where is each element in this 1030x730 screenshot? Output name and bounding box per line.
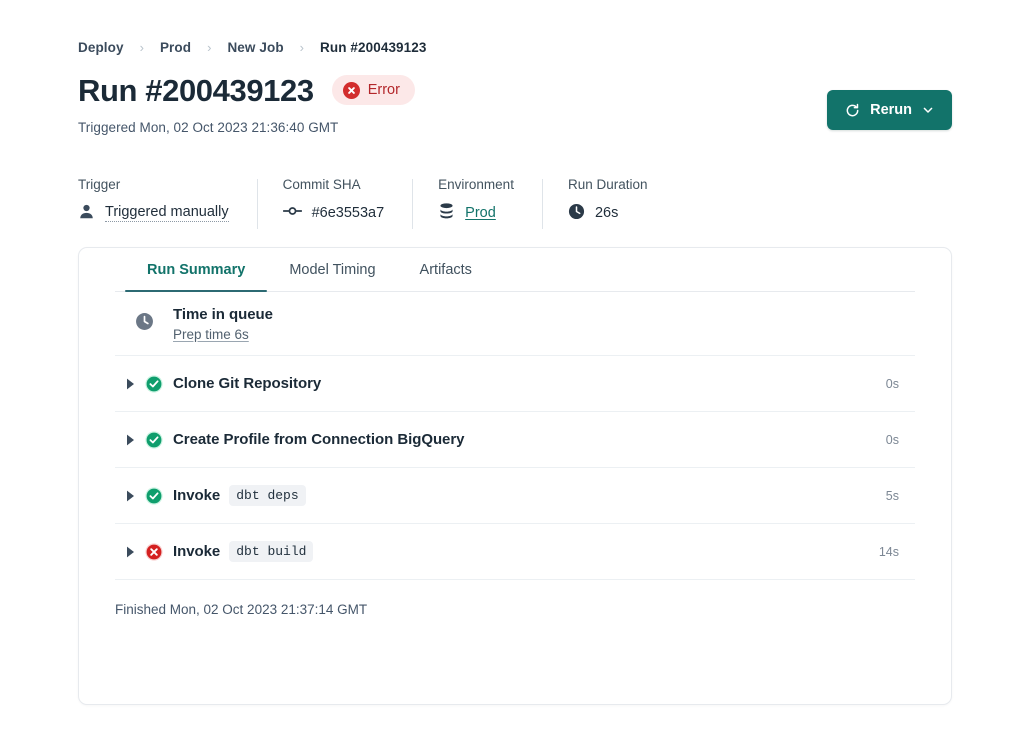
step-list: Time in queue Prep time 6s Clone	[115, 292, 915, 580]
tab-artifacts[interactable]: Artifacts	[419, 262, 472, 278]
queue-title: Time in queue	[173, 305, 273, 323]
status-success-icon	[145, 430, 173, 449]
step-main: Create Profile from Connection BigQuery	[173, 431, 886, 448]
meta-block-commit-sha: Commit SHA #6e3553a7	[256, 177, 413, 229]
step-title: Clone Git Repository	[173, 375, 322, 392]
triggered-timestamp: Triggered Mon, 02 Oct 2023 21:36:40 GMT	[78, 120, 339, 135]
git-commit-icon	[282, 204, 302, 222]
step-row-time-in-queue: Time in queue Prep time 6s	[115, 292, 915, 356]
status-success-icon	[145, 374, 173, 393]
meta-label-commit-sha: Commit SHA	[282, 177, 361, 192]
meta-block-environment: Environment Prod	[412, 177, 542, 229]
breadcrumb-item-deploy[interactable]: Deploy	[78, 39, 124, 55]
chevron-down-icon	[922, 104, 934, 116]
step-main: Clone Git Repository	[173, 375, 886, 392]
meta-value-commit-sha: #6e3553a7	[282, 203, 385, 223]
step-title: Create Profile from Connection BigQuery	[173, 431, 465, 448]
circle-x-icon	[342, 81, 360, 99]
step-main: Invoke dbt deps	[173, 485, 886, 506]
breadcrumb-item-new-job[interactable]: New Job	[227, 39, 284, 55]
breadcrumb-item-prod[interactable]: Prod	[159, 39, 192, 55]
meta-label-trigger: Trigger	[78, 177, 121, 192]
clock-filled-icon	[135, 312, 154, 336]
finished-timestamp: Finished Mon, 02 Oct 2023 21:37:14 GMT	[115, 602, 368, 617]
meta-label-environment: Environment	[438, 177, 514, 192]
status-badge: Error	[331, 75, 415, 105]
environment-link[interactable]: Prod	[465, 205, 496, 221]
rerun-button-label: Rerun	[870, 102, 912, 118]
caret-right-icon[interactable]	[115, 434, 145, 446]
step-title: Invoke	[173, 487, 221, 504]
status-success-icon	[145, 486, 173, 505]
queue-texts: Time in queue Prep time 6s	[173, 306, 273, 342]
meta-value-trigger: Triggered manually	[78, 203, 229, 223]
breadcrumb: Deploy › Prod › New Job › Run #200439123	[78, 36, 952, 58]
meta-block-trigger: Trigger Triggered manually	[78, 177, 257, 223]
breadcrumb-item-run[interactable]: Run #200439123	[320, 39, 427, 55]
tab-bar: Run Summary Model Timing Artifacts	[115, 248, 915, 292]
step-row[interactable]: Create Profile from Connection BigQuery …	[115, 412, 915, 468]
page-title: Run #200439123	[78, 72, 314, 108]
caret-right-icon[interactable]	[115, 378, 145, 390]
status-error-icon	[145, 542, 173, 561]
meta-value-run-duration: 26s	[568, 203, 648, 223]
queue-icon-wrap	[115, 312, 173, 336]
step-row[interactable]: Invoke dbt deps 5s	[115, 468, 915, 524]
trigger-value-text[interactable]: Triggered manually	[105, 204, 229, 222]
status-badge-label: Error	[367, 81, 400, 98]
step-row[interactable]: Invoke dbt build 14s	[115, 524, 915, 580]
step-main: Invoke dbt build	[173, 541, 879, 562]
tab-model-timing[interactable]: Model Timing	[289, 262, 376, 278]
breadcrumb-separator: ›	[139, 39, 144, 55]
step-command-chip: dbt deps	[229, 485, 306, 506]
meta-value-environment: Prod	[438, 203, 514, 223]
caret-right-icon[interactable]	[115, 546, 145, 558]
run-summary-card: Run Summary Model Timing Artifacts Time …	[78, 247, 952, 705]
step-row[interactable]: Clone Git Repository 0s	[115, 356, 915, 412]
commit-sha-value-text: #6e3553a7	[311, 205, 385, 221]
meta-block-run-duration: Run Duration 26s	[541, 177, 676, 229]
rerun-button[interactable]: Rerun	[827, 90, 952, 130]
clock-filled-icon	[568, 203, 585, 224]
meta-label-run-duration: Run Duration	[567, 177, 648, 192]
database-icon	[438, 202, 455, 224]
title-row: Run #200439123 Error	[78, 70, 952, 110]
run-duration-value-text: 26s	[594, 205, 619, 221]
step-duration: 5s	[885, 488, 899, 503]
breadcrumb-separator: ›	[207, 39, 212, 55]
step-duration: 0s	[885, 432, 899, 447]
breadcrumb-separator: ›	[299, 39, 305, 55]
caret-right-icon[interactable]	[115, 490, 145, 502]
step-command-chip: dbt build	[229, 541, 314, 562]
step-duration: 0s	[885, 376, 899, 391]
user-icon	[78, 203, 95, 224]
run-meta-strip: Trigger Triggered manually Commit SHA	[78, 177, 952, 233]
tab-run-summary[interactable]: Run Summary	[125, 262, 268, 292]
step-title: Invoke	[173, 543, 221, 560]
refresh-icon	[845, 103, 860, 118]
step-duration: 14s	[878, 544, 899, 559]
queue-prep-time-link[interactable]: Prep time 6s	[173, 326, 249, 342]
